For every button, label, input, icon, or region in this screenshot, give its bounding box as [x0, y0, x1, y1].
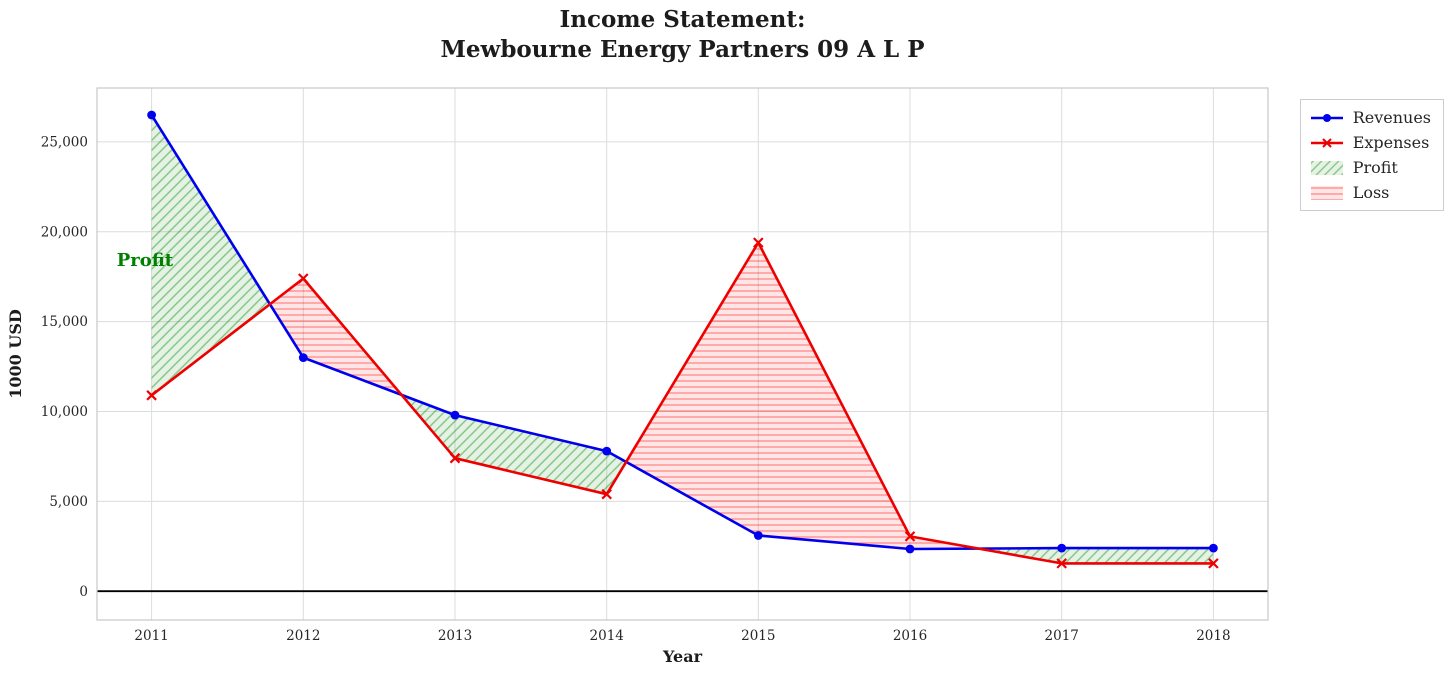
chart-title-line1: Income Statement: [559, 6, 806, 33]
plot-border [96, 87, 1269, 621]
svg-text:2018: 2018 [1196, 628, 1230, 644]
xaxis-label: Year [662, 647, 703, 666]
chart-title: Income Statement: Mewbourne Energy Partn… [97, 5, 1268, 65]
profit-fill [978, 548, 1214, 564]
legend-item-expenses: Expenses [1310, 133, 1431, 152]
svg-text:10,000: 10,000 [41, 404, 88, 420]
expenses-line [150, 241, 1214, 565]
svg-text:2017: 2017 [1045, 628, 1079, 644]
legend-swatch-expenses [1310, 135, 1344, 151]
grid [97, 88, 1268, 620]
legend-label-revenues: Revenues [1352, 108, 1431, 127]
legend-item-loss: Loss [1310, 183, 1431, 202]
profit-fill [151, 115, 270, 396]
legend-label-loss: Loss [1352, 183, 1390, 202]
svg-text:2013: 2013 [438, 628, 472, 644]
loss-fill [269, 278, 402, 395]
svg-text:20,000: 20,000 [41, 224, 88, 240]
svg-text:15,000: 15,000 [41, 314, 88, 330]
expenses-markers [146, 237, 1219, 569]
legend-swatch-revenues [1310, 110, 1344, 126]
yaxis-label: 1000 USD [6, 309, 25, 399]
legend-swatch-profit [1310, 160, 1344, 176]
svg-text:25,000: 25,000 [41, 135, 88, 151]
svg-text:2012: 2012 [286, 628, 320, 644]
svg-text:2015: 2015 [741, 628, 775, 644]
legend-label-profit: Profit [1352, 158, 1398, 177]
legend-swatch-loss [1310, 185, 1344, 201]
legend: Revenues Expenses Profit Loss [1299, 99, 1444, 211]
legend-item-revenues: Revenues [1310, 108, 1431, 127]
svg-text:2014: 2014 [590, 628, 624, 644]
legend-item-profit: Profit [1310, 158, 1431, 177]
y-tick-labels: 0 5,000 10,000 15,000 20,000 25,000 [41, 135, 88, 600]
x-tick-labels: 2011 2012 2013 2014 2015 2016 2017 2018 [134, 628, 1230, 644]
svg-text:2011: 2011 [134, 628, 168, 644]
loss-fill [626, 242, 979, 549]
profit-annotation: Profit [117, 250, 174, 271]
chart-title-line2: Mewbourne Energy Partners 09 A L P [440, 36, 925, 63]
profit-fill [401, 394, 627, 495]
svg-text:0: 0 [79, 584, 88, 600]
revenues-line [150, 114, 1214, 551]
revenues-markers [147, 110, 1218, 554]
svg-text:2016: 2016 [893, 628, 927, 644]
svg-text:5,000: 5,000 [49, 494, 88, 510]
legend-label-expenses: Expenses [1352, 133, 1430, 152]
